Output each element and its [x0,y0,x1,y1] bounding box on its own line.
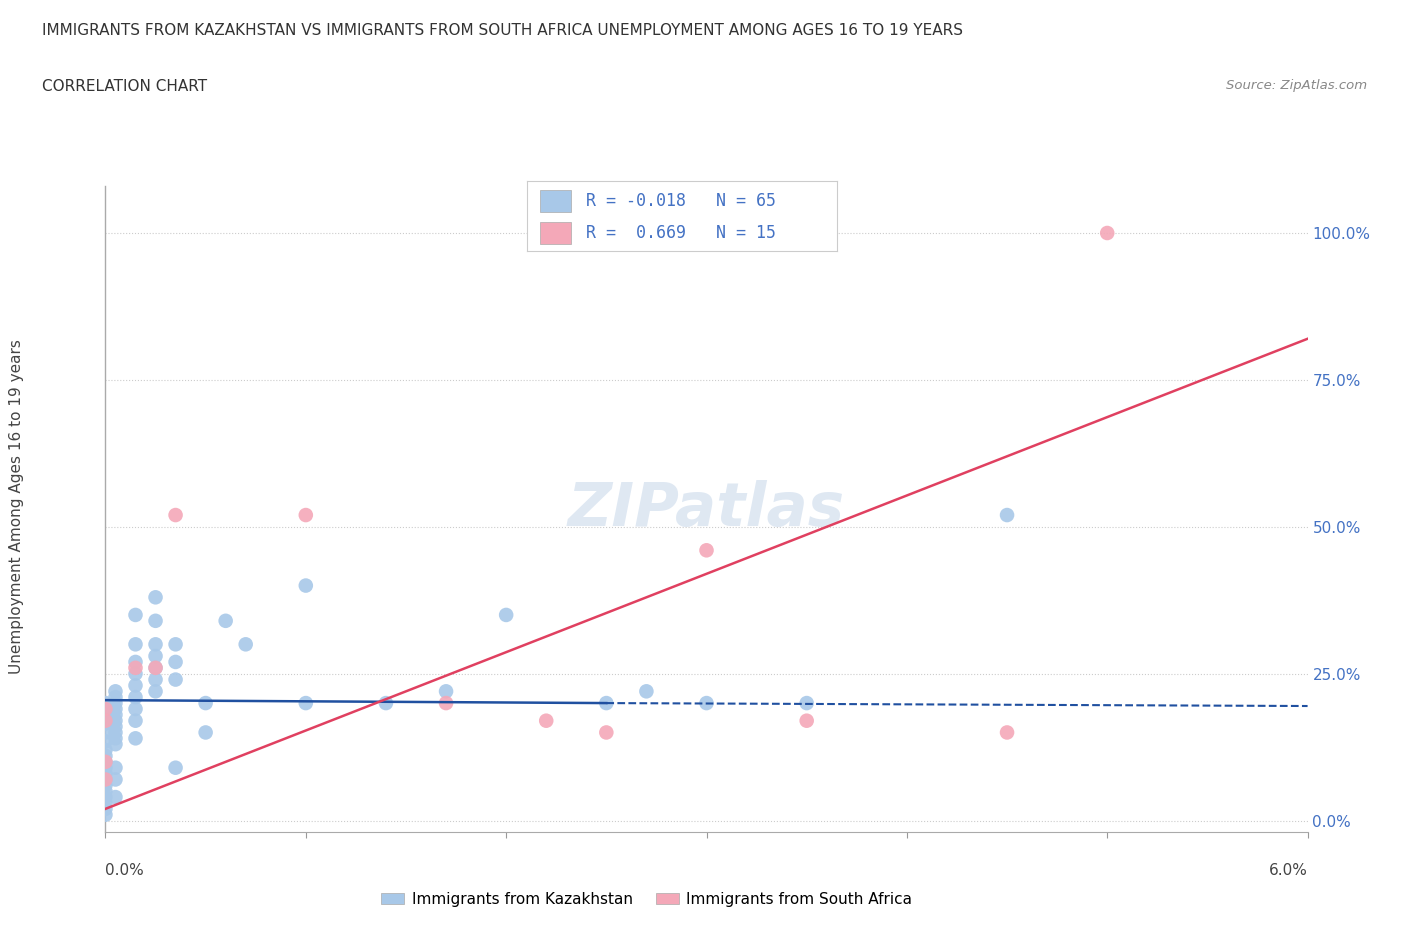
Point [595,696,617,711]
Text: ZIPatlas: ZIPatlas [568,480,845,538]
Point [104,737,127,751]
Point [145,637,167,652]
Point [104,725,127,740]
Point [165,672,187,687]
Point [194,725,217,740]
Point [124,678,146,693]
Point [145,672,167,687]
Point [94,766,117,781]
Legend: Immigrants from Kazakhstan, Immigrants from South Africa: Immigrants from Kazakhstan, Immigrants f… [375,886,918,913]
Point [194,696,217,711]
Point [124,731,146,746]
Point [294,508,316,523]
Point [214,614,236,629]
Point [104,713,127,728]
Point [145,660,167,675]
Point [636,684,658,698]
Point [165,655,187,670]
Point [94,772,117,787]
Point [94,777,117,792]
Point [124,666,146,681]
Point [294,696,316,711]
Point [94,713,117,728]
Text: R = -0.018   N = 65: R = -0.018 N = 65 [586,192,776,210]
Point [165,761,187,776]
Point [94,725,117,740]
Point [104,790,127,804]
Point [104,690,127,705]
Point [94,761,117,776]
Point [94,749,117,764]
Point [94,802,117,817]
Point [104,684,127,698]
Point [104,708,127,723]
Point [695,696,717,711]
Point [145,614,167,629]
Point [94,754,117,769]
Point [145,590,167,604]
Point [124,607,146,622]
Point [94,743,117,758]
Point [374,696,396,711]
Point [294,578,316,593]
Point [165,508,187,523]
Point [94,734,117,749]
Text: Unemployment Among Ages 16 to 19 years: Unemployment Among Ages 16 to 19 years [10,339,24,674]
FancyBboxPatch shape [540,222,571,245]
Point [434,684,457,698]
Point [94,790,117,804]
Point [695,543,717,558]
Point [145,684,167,698]
Point [124,713,146,728]
Text: Source: ZipAtlas.com: Source: ZipAtlas.com [1226,79,1367,92]
Point [995,508,1018,523]
Point [145,660,167,675]
Point [495,607,517,622]
Point [995,725,1018,740]
Point [104,696,127,711]
Point [1097,226,1119,241]
Text: R =  0.669   N = 15: R = 0.669 N = 15 [586,224,776,242]
FancyBboxPatch shape [540,190,571,212]
Point [94,807,117,822]
Point [124,655,146,670]
Point [124,660,146,675]
Point [595,725,617,740]
Point [434,696,457,711]
Point [94,795,117,810]
Text: CORRELATION CHART: CORRELATION CHART [42,79,207,94]
Point [94,784,117,799]
Point [104,772,127,787]
Point [104,701,127,716]
Point [796,696,818,711]
Point [124,690,146,705]
Point [104,731,127,746]
Point [104,719,127,734]
Point [124,701,146,716]
Point [104,761,127,776]
Point [796,713,818,728]
Point [124,637,146,652]
Point [94,772,117,787]
Text: IMMIGRANTS FROM KAZAKHSTAN VS IMMIGRANTS FROM SOUTH AFRICA UNEMPLOYMENT AMONG AG: IMMIGRANTS FROM KAZAKHSTAN VS IMMIGRANTS… [42,23,963,38]
Point [235,637,257,652]
Point [165,637,187,652]
Point [94,696,117,711]
Point [94,701,117,716]
Point [94,716,117,731]
Text: 0.0%: 0.0% [105,863,145,878]
Point [94,754,117,769]
Point [534,713,557,728]
Point [145,648,167,663]
Point [94,708,117,723]
Text: 6.0%: 6.0% [1268,863,1308,878]
